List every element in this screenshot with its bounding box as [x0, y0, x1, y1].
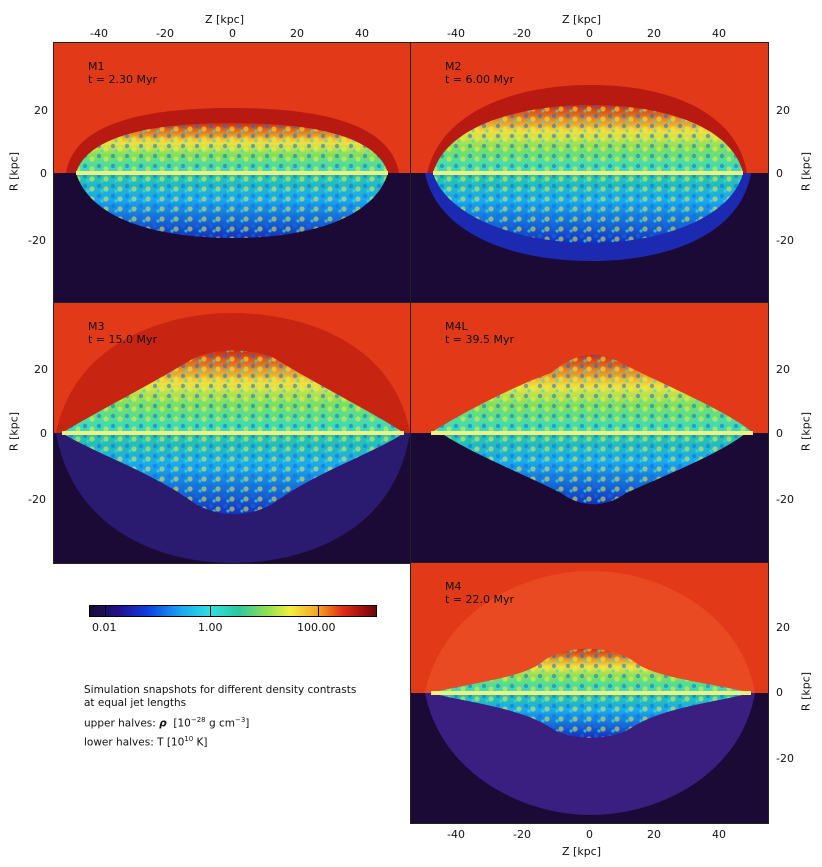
r-tick-label: -20 [28, 234, 46, 247]
panel-m2-model: M2 [445, 60, 462, 73]
caption-upper-exp: −28 [190, 716, 206, 724]
r-tick-label: 0 [776, 427, 783, 440]
panel-m4-image [411, 563, 768, 823]
colorbar-tick-label: 0.01 [92, 621, 117, 634]
z-tick-label: -20 [513, 27, 531, 40]
z-tick-label: -40 [90, 27, 108, 40]
panel-m4l-time: t = 39.5 Myr [445, 333, 515, 346]
r-tick-label: 20 [776, 104, 790, 117]
z-tick-label: -40 [447, 27, 465, 40]
panel-m4l-model: M4L [445, 320, 468, 333]
caption-upper-exp2: −3 [234, 716, 246, 724]
bottom-axis-title: Z [kpc] [562, 845, 602, 858]
z-tick-label: 0 [586, 828, 593, 841]
caption-rho-symbol: ρ [159, 717, 167, 730]
panel-m2-image [411, 43, 768, 303]
caption-line-1: Simulation snapshots for different densi… [84, 684, 357, 696]
caption-upper-end: ] [245, 717, 250, 730]
caption-upper-unit2: g cm [205, 717, 235, 730]
panel-m3-image [54, 303, 411, 563]
r-tick-label: -20 [776, 752, 794, 765]
caption-upper-unit: [10 [173, 717, 191, 730]
z-tick-label: -20 [513, 828, 531, 841]
r-tick-label: 20 [34, 104, 48, 117]
colorbar-gradient [90, 606, 376, 616]
r-tick-label: -20 [776, 493, 794, 506]
z-tick-label: 20 [290, 27, 304, 40]
colorbar-tick-label: 100.00 [297, 621, 336, 634]
colorbar-tick-mark [105, 606, 106, 616]
z-tick-label: -40 [447, 828, 465, 841]
panel-m1-model: M1 [88, 60, 105, 73]
panel-m4-model: M4 [445, 580, 462, 593]
top-axis-title-right: Z [kpc] [562, 13, 602, 26]
r-axis-title: R [kpc] [799, 671, 813, 712]
panel-m4l: M4L t = 39.5 Myr [410, 302, 769, 564]
panel-m4-time: t = 22.0 Myr [445, 593, 515, 606]
r-tick-label: 20 [776, 621, 790, 634]
panel-m3-model: M3 [88, 320, 105, 333]
panel-m1-image [54, 43, 411, 303]
panel-m4l-image [411, 303, 768, 563]
z-tick-label: -20 [156, 27, 174, 40]
r-axis-title: R [kpc] [7, 151, 21, 192]
caption-line-2: at equal jet lengths [84, 697, 187, 709]
panel-m4: M4 t = 22.0 Myr [410, 562, 769, 824]
caption-lower-halves: lower halves: T [1010 K] [84, 735, 208, 749]
z-tick-label: 0 [586, 27, 593, 40]
r-axis-title: R [kpc] [7, 411, 21, 452]
colorbar-tick-mark [210, 606, 211, 616]
caption-lower-prefix: lower halves: T [10 [84, 736, 185, 749]
colorbar-tick-label: 1.00 [198, 621, 223, 634]
panel-m2-time: t = 6.00 Myr [445, 73, 515, 86]
panel-m3-time: t = 15.0 Myr [88, 333, 158, 346]
z-tick-label: 40 [712, 27, 726, 40]
r-tick-label: 0 [40, 427, 47, 440]
caption-upper-prefix: upper halves: [84, 717, 160, 730]
caption-upper-halves: upper halves: ρ [10−28 g cm−3] [84, 716, 249, 730]
panel-m3: M3 t = 15.0 Myr [53, 302, 412, 564]
r-tick-label: 0 [776, 686, 783, 699]
z-tick-label: 40 [712, 828, 726, 841]
r-tick-label: 20 [34, 363, 48, 376]
r-axis-title: R [kpc] [799, 151, 813, 192]
r-tick-label: 0 [776, 167, 783, 180]
z-tick-label: 20 [647, 828, 661, 841]
caption-lower-exp: 10 [184, 735, 194, 743]
colorbar [89, 605, 377, 617]
r-tick-label: 20 [776, 363, 790, 376]
caption-lower-end: K] [193, 736, 208, 749]
r-tick-label: -20 [28, 493, 46, 506]
panel-m1-time: t = 2.30 Myr [88, 73, 158, 86]
r-axis-title: R [kpc] [799, 411, 813, 452]
top-axis-title: Z [kpc] [205, 13, 245, 26]
colorbar-tick-mark [318, 606, 319, 616]
z-tick-label: 40 [355, 27, 369, 40]
panel-m2: M2 t = 6.00 Myr [410, 42, 769, 304]
r-tick-label: -20 [776, 234, 794, 247]
z-tick-label: 0 [229, 27, 236, 40]
r-tick-label: 0 [40, 167, 47, 180]
z-tick-label: 20 [647, 27, 661, 40]
panel-m1: M1 t = 2.30 Myr [53, 42, 412, 304]
